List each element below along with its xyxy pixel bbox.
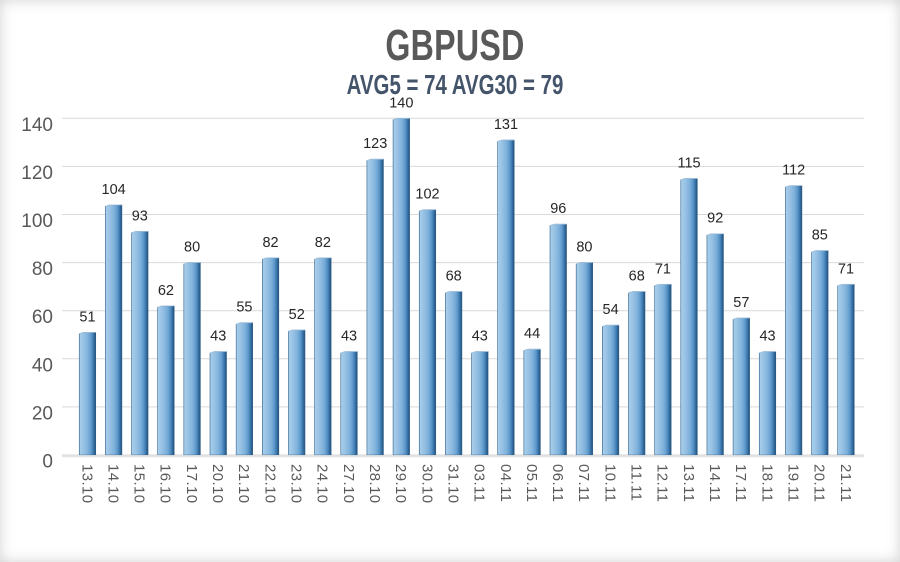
svg-text:71: 71 [655, 261, 671, 277]
svg-text:131: 131 [494, 117, 518, 133]
svg-text:29.10: 29.10 [392, 464, 409, 504]
svg-text:23.10: 23.10 [288, 464, 305, 504]
svg-text:62: 62 [158, 283, 174, 299]
svg-text:16.10: 16.10 [157, 464, 174, 504]
svg-text:43: 43 [210, 329, 226, 345]
svg-text:40: 40 [32, 355, 53, 376]
svg-text:30.10: 30.10 [418, 464, 435, 504]
svg-text:112: 112 [782, 163, 805, 179]
svg-text:17.10: 17.10 [183, 464, 200, 504]
svg-text:96: 96 [550, 201, 566, 217]
svg-text:14.10: 14.10 [104, 464, 121, 504]
svg-text:82: 82 [262, 235, 278, 251]
svg-text:11.11: 11.11 [628, 464, 645, 501]
svg-text:82: 82 [315, 235, 331, 251]
svg-text:10.11: 10.11 [601, 464, 618, 502]
svg-text:04.11: 04.11 [497, 464, 514, 502]
svg-text:68: 68 [446, 268, 462, 284]
svg-text:27.10: 27.10 [340, 464, 357, 504]
svg-text:92: 92 [707, 211, 723, 227]
svg-text:18.11: 18.11 [758, 464, 775, 502]
svg-text:17.11: 17.11 [732, 464, 749, 502]
svg-text:140: 140 [21, 115, 53, 136]
svg-text:80: 80 [576, 240, 592, 256]
svg-text:54: 54 [603, 302, 619, 318]
svg-text:102: 102 [415, 187, 439, 203]
svg-text:12.11: 12.11 [654, 464, 671, 502]
svg-text:104: 104 [102, 182, 126, 198]
svg-text:21.11: 21.11 [837, 464, 854, 502]
svg-text:28.10: 28.10 [366, 464, 383, 504]
svg-text:20: 20 [32, 403, 53, 424]
svg-text:22.10: 22.10 [261, 464, 278, 504]
svg-text:19.11: 19.11 [784, 464, 801, 502]
svg-text:24.10: 24.10 [314, 464, 331, 504]
svg-text:43: 43 [472, 329, 488, 345]
svg-text:43: 43 [759, 329, 775, 345]
svg-text:0: 0 [42, 452, 53, 473]
svg-text:85: 85 [812, 228, 828, 244]
svg-text:20.11: 20.11 [811, 464, 828, 502]
svg-text:93: 93 [132, 208, 148, 224]
svg-text:100: 100 [21, 211, 53, 232]
svg-text:43: 43 [341, 329, 357, 345]
svg-text:06.11: 06.11 [549, 464, 566, 502]
svg-text:55: 55 [236, 300, 252, 316]
svg-text:44: 44 [524, 326, 540, 342]
svg-text:57: 57 [733, 295, 749, 311]
svg-text:140: 140 [389, 95, 413, 111]
svg-text:05.11: 05.11 [523, 464, 540, 502]
svg-text:07.11: 07.11 [575, 464, 592, 502]
svg-text:03.11: 03.11 [471, 464, 488, 502]
svg-text:120: 120 [21, 163, 53, 184]
svg-text:115: 115 [677, 155, 700, 171]
svg-text:123: 123 [363, 136, 387, 152]
svg-text:52: 52 [289, 307, 305, 323]
svg-text:13.11: 13.11 [680, 464, 697, 502]
svg-text:51: 51 [79, 309, 95, 325]
svg-text:20.10: 20.10 [209, 464, 226, 504]
svg-text:31.10: 31.10 [444, 464, 461, 504]
svg-text:21.10: 21.10 [235, 464, 252, 504]
svg-text:68: 68 [629, 268, 645, 284]
svg-text:80: 80 [32, 259, 53, 280]
svg-text:71: 71 [838, 261, 854, 277]
svg-text:14.11: 14.11 [706, 464, 723, 502]
svg-text:60: 60 [32, 307, 53, 328]
svg-text:80: 80 [184, 240, 200, 256]
svg-text:15.10: 15.10 [131, 464, 148, 504]
svg-text:13.10: 13.10 [78, 464, 95, 504]
